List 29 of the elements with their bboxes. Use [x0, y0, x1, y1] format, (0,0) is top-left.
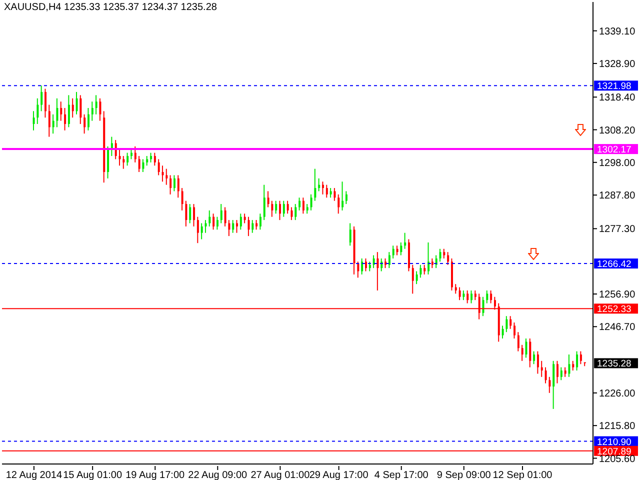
y-tick-label: 1215.80 [599, 421, 636, 432]
x-tick-label: 27 Aug 01:00 [250, 470, 310, 480]
x-tick-label: 15 Aug 01:00 [63, 470, 122, 480]
y-tick-label: 1308.20 [599, 125, 636, 136]
x-tick-label: 12 Sep 01:00 [492, 470, 553, 480]
y-tick-label: 1287.80 [599, 190, 636, 202]
x-tick-label: 19 Aug 17:00 [126, 470, 186, 480]
candlestick [584, 362, 586, 366]
y-tick-label: 1246.70 [599, 322, 636, 334]
text: 1235.28 [597, 358, 632, 370]
ref-line-label: 1302.17 [597, 144, 632, 156]
y-tick-label: 1256.90 [599, 290, 636, 301]
x-tick-label: 9 Sep 09:00 [436, 470, 492, 480]
x-tick-label: 12 Aug 2014 [6, 470, 62, 480]
x-tick-label: 22 Aug 09:00 [188, 470, 248, 480]
y-tick-label: 1205.60 [599, 454, 636, 465]
y-tick-label: 1298.00 [599, 158, 636, 169]
chart-title: XAUUSD,H4 1235.33 1235.37 1234.37 1235.28 [4, 2, 217, 13]
ref-line-label: 1210.90 [597, 436, 632, 448]
y-tick-label: 1277.30 [599, 224, 636, 236]
y-tick-label: 1318.40 [599, 92, 636, 104]
ref-line-label: 1266.42 [597, 259, 632, 270]
x-tick-label: 4 Sep 17:00 [374, 470, 429, 480]
ref-line-label: 1252.33 [597, 304, 632, 316]
y-tick-label: 1328.90 [599, 59, 636, 70]
ref-line-label: 1321.98 [597, 81, 632, 92]
x-tick-label: 29 Aug 17:00 [309, 470, 369, 480]
y-tick-label: 1339.10 [599, 26, 636, 38]
y-tick-label: 1226.00 [599, 388, 636, 400]
